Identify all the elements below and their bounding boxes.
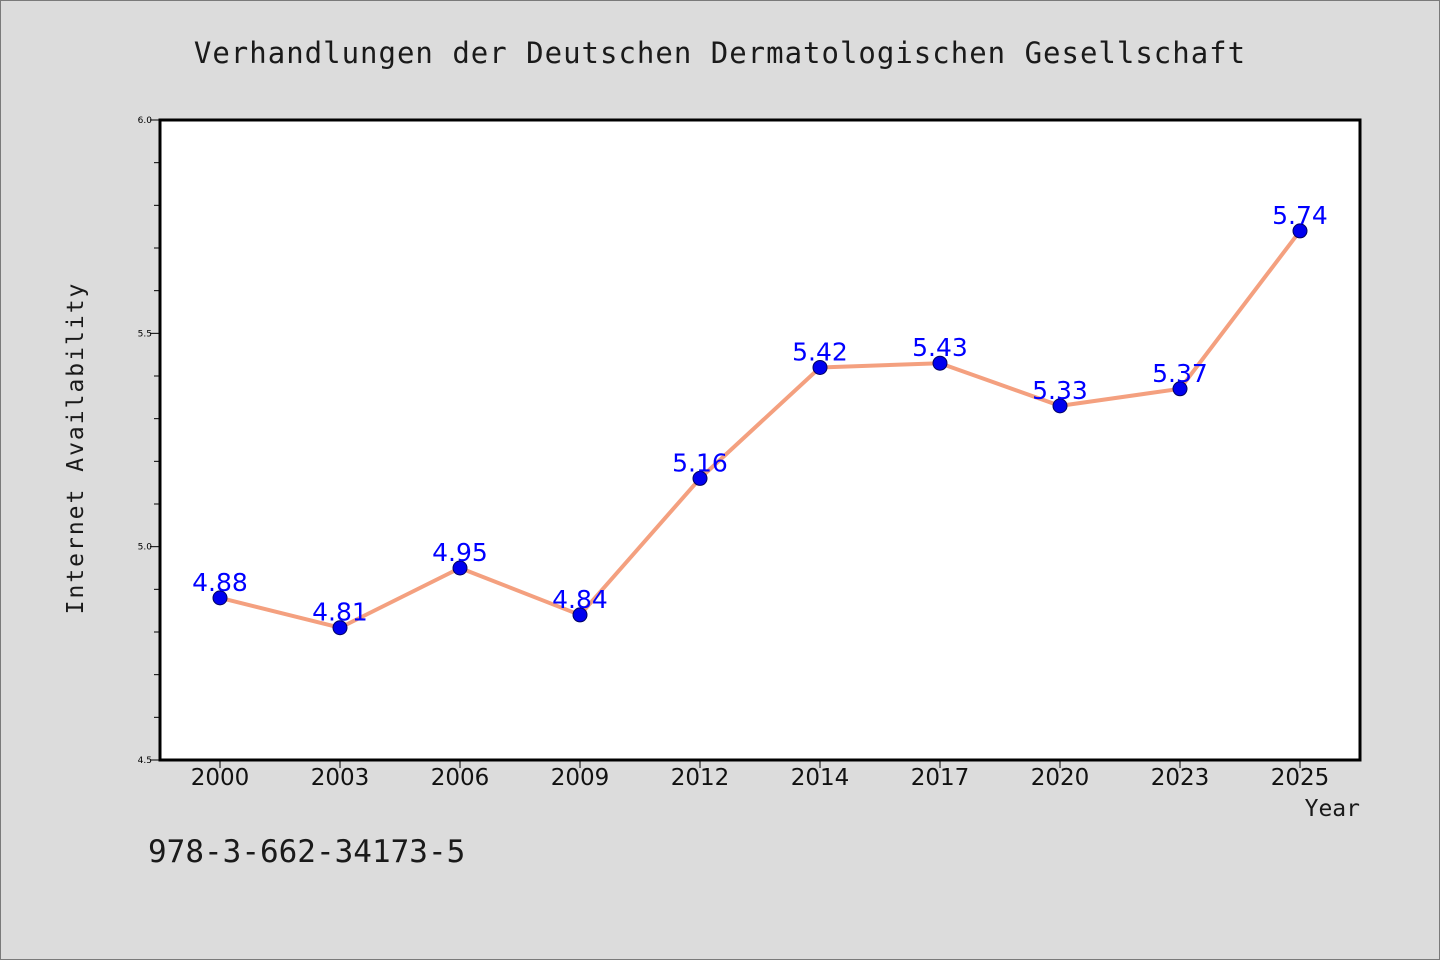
chart-title: Verhandlungen der Deutschen Dermatologis… [193, 36, 1247, 70]
data-point [1052, 398, 1068, 414]
x-tick-label: 2014 [791, 765, 850, 791]
data-label: 5.37 [1152, 359, 1208, 388]
x-tick-label: 2006 [431, 765, 490, 791]
x-tick-label: 2000 [191, 765, 250, 791]
y-tick-label: 5.0 [138, 543, 153, 553]
data-label: 5.74 [1272, 201, 1328, 230]
x-tick-label: 2009 [551, 765, 610, 791]
y-tick-label: 4.5 [138, 756, 152, 766]
data-point [452, 560, 468, 576]
data-point [692, 470, 708, 486]
plot-area [158, 118, 1362, 762]
x-axis: 2000 2003 2006 2009 2012 2014 2017 2020 2023 2025 [191, 760, 1330, 791]
data-labels: 4.88 4.81 4.95 4.84 5.16 5.42 5.43 5.33 5.37 5.74 [192, 201, 1328, 627]
data-label: 4.84 [552, 585, 608, 614]
data-label: 5.16 [672, 448, 728, 477]
x-tick-label: 2025 [1271, 765, 1330, 791]
data-label: 4.81 [312, 598, 368, 627]
y-axis-label: Internet Availability [63, 281, 89, 615]
x-tick-label: 2012 [671, 765, 730, 791]
data-point [932, 355, 948, 371]
y-tick-label: 6.0 [138, 116, 153, 126]
series-line [219, 229, 1302, 630]
x-tick-label: 2020 [1031, 765, 1090, 791]
data-point [212, 590, 228, 606]
isbn-footer: 978-3-662-34173-5 [148, 834, 466, 870]
data-point [332, 620, 348, 636]
data-point [1292, 223, 1308, 239]
data-label: 4.95 [432, 538, 488, 567]
data-point [1172, 381, 1188, 397]
data-label: 4.88 [192, 568, 248, 597]
data-markers [212, 223, 1308, 636]
data-label: 5.43 [912, 333, 968, 362]
data-point [572, 607, 588, 623]
data-point [812, 359, 828, 375]
data-label: 5.33 [1032, 376, 1088, 405]
data-label: 5.42 [792, 337, 848, 366]
x-tick-label: 2023 [1151, 765, 1210, 791]
x-tick-label: 2017 [911, 765, 970, 791]
y-tick-label: 5.5 [138, 329, 152, 339]
y-axis: 4.5 5.0 5.5 6.0 [138, 116, 160, 766]
x-axis-label: Year [1304, 796, 1360, 822]
x-tick-label: 2003 [311, 765, 370, 791]
